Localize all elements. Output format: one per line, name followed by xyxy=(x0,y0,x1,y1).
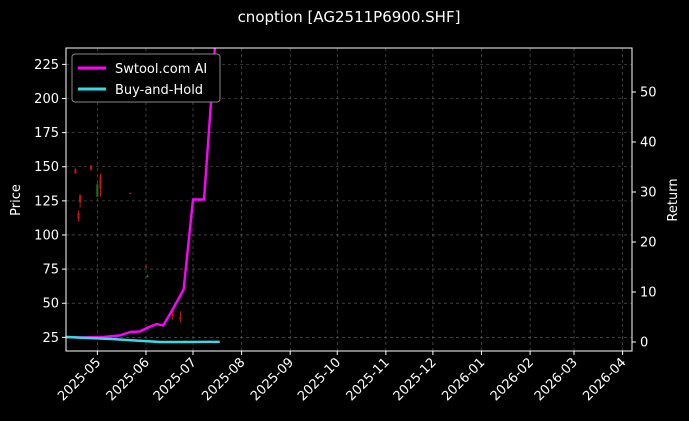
x-tick-label: 2025-07 xyxy=(151,355,200,404)
x-tick-label: 2025-08 xyxy=(199,355,248,404)
y-axis-label-left: Price xyxy=(9,184,24,216)
candle-body xyxy=(90,165,93,170)
x-tick-label: 2025-09 xyxy=(248,355,297,404)
y-tick-label-right: 20 xyxy=(640,236,657,251)
candle-body xyxy=(79,195,82,203)
x-tick-label: 2026-01 xyxy=(439,355,488,404)
plot-frame xyxy=(65,47,633,352)
y-axis-label-right: Return xyxy=(666,178,681,221)
chart-title: cnoption [AG2511P6900.SHF] xyxy=(238,8,461,26)
legend-box xyxy=(71,53,221,103)
x-tick-label: 2025-10 xyxy=(295,355,344,404)
y-tick-label-left: 125 xyxy=(34,194,59,209)
y-tick-label-left: 150 xyxy=(34,160,59,175)
candle-body xyxy=(74,169,77,174)
y-tick-label-right: 10 xyxy=(640,286,657,301)
series-lines xyxy=(66,48,220,344)
x-tick-label: 2025-11 xyxy=(344,355,393,404)
series-line-1 xyxy=(66,335,220,344)
candle-body xyxy=(146,275,149,278)
x-tick-label: 2026-04 xyxy=(580,355,629,404)
y-tick-label-left: 100 xyxy=(34,228,59,243)
candle-body xyxy=(179,316,182,320)
y-tick-label-left: 200 xyxy=(34,92,59,107)
candle-body xyxy=(96,184,99,197)
candles xyxy=(74,165,182,323)
y-tick-label-right: 0 xyxy=(640,336,648,351)
x-tick-label: 2026-02 xyxy=(488,355,537,404)
legend-label-1: Buy-and-Hold xyxy=(115,83,203,98)
y-tick-label-left: 50 xyxy=(42,297,59,312)
axes: 25 50 75 100 125 150 175 200 225 0 10 20 30 40 50 2025-… xyxy=(34,58,656,404)
y-tick-label-left: 225 xyxy=(34,58,59,73)
y-tick-label-right: 30 xyxy=(640,186,657,201)
legend: Swtool.com AI Buy-and-Hold xyxy=(71,53,221,103)
legend-label-0: Swtool.com AI xyxy=(115,62,207,77)
x-tick-label: 2025-06 xyxy=(104,355,153,404)
y-tick-label-right: 40 xyxy=(640,136,657,151)
y-tick-label-left: 175 xyxy=(34,126,59,141)
candle-body xyxy=(171,314,174,317)
candle-body xyxy=(129,192,132,195)
candle-body xyxy=(77,213,80,219)
x-tick-label: 2025-05 xyxy=(55,355,104,404)
y-tick-label-right: 50 xyxy=(640,86,657,101)
y-tick-label-left: 25 xyxy=(42,331,59,346)
y-tick-label-left: 75 xyxy=(42,263,59,278)
x-tick-label: 2025-12 xyxy=(391,355,440,404)
candle-body xyxy=(144,266,147,268)
series-line-0 xyxy=(66,48,217,339)
x-tick-label: 2026-03 xyxy=(532,355,581,404)
candle-body xyxy=(99,176,102,189)
